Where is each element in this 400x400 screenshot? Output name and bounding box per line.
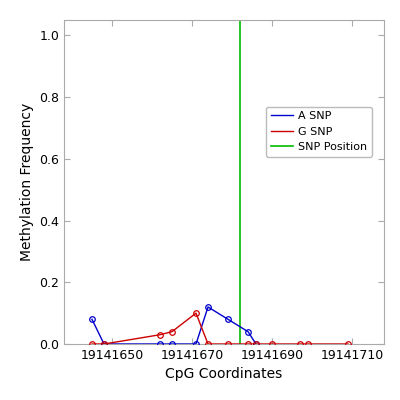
- X-axis label: CpG Coordinates: CpG Coordinates: [165, 368, 283, 382]
- Y-axis label: Methylation Frequency: Methylation Frequency: [20, 103, 34, 261]
- Legend: A SNP, G SNP, SNP Position: A SNP, G SNP, SNP Position: [266, 106, 372, 156]
